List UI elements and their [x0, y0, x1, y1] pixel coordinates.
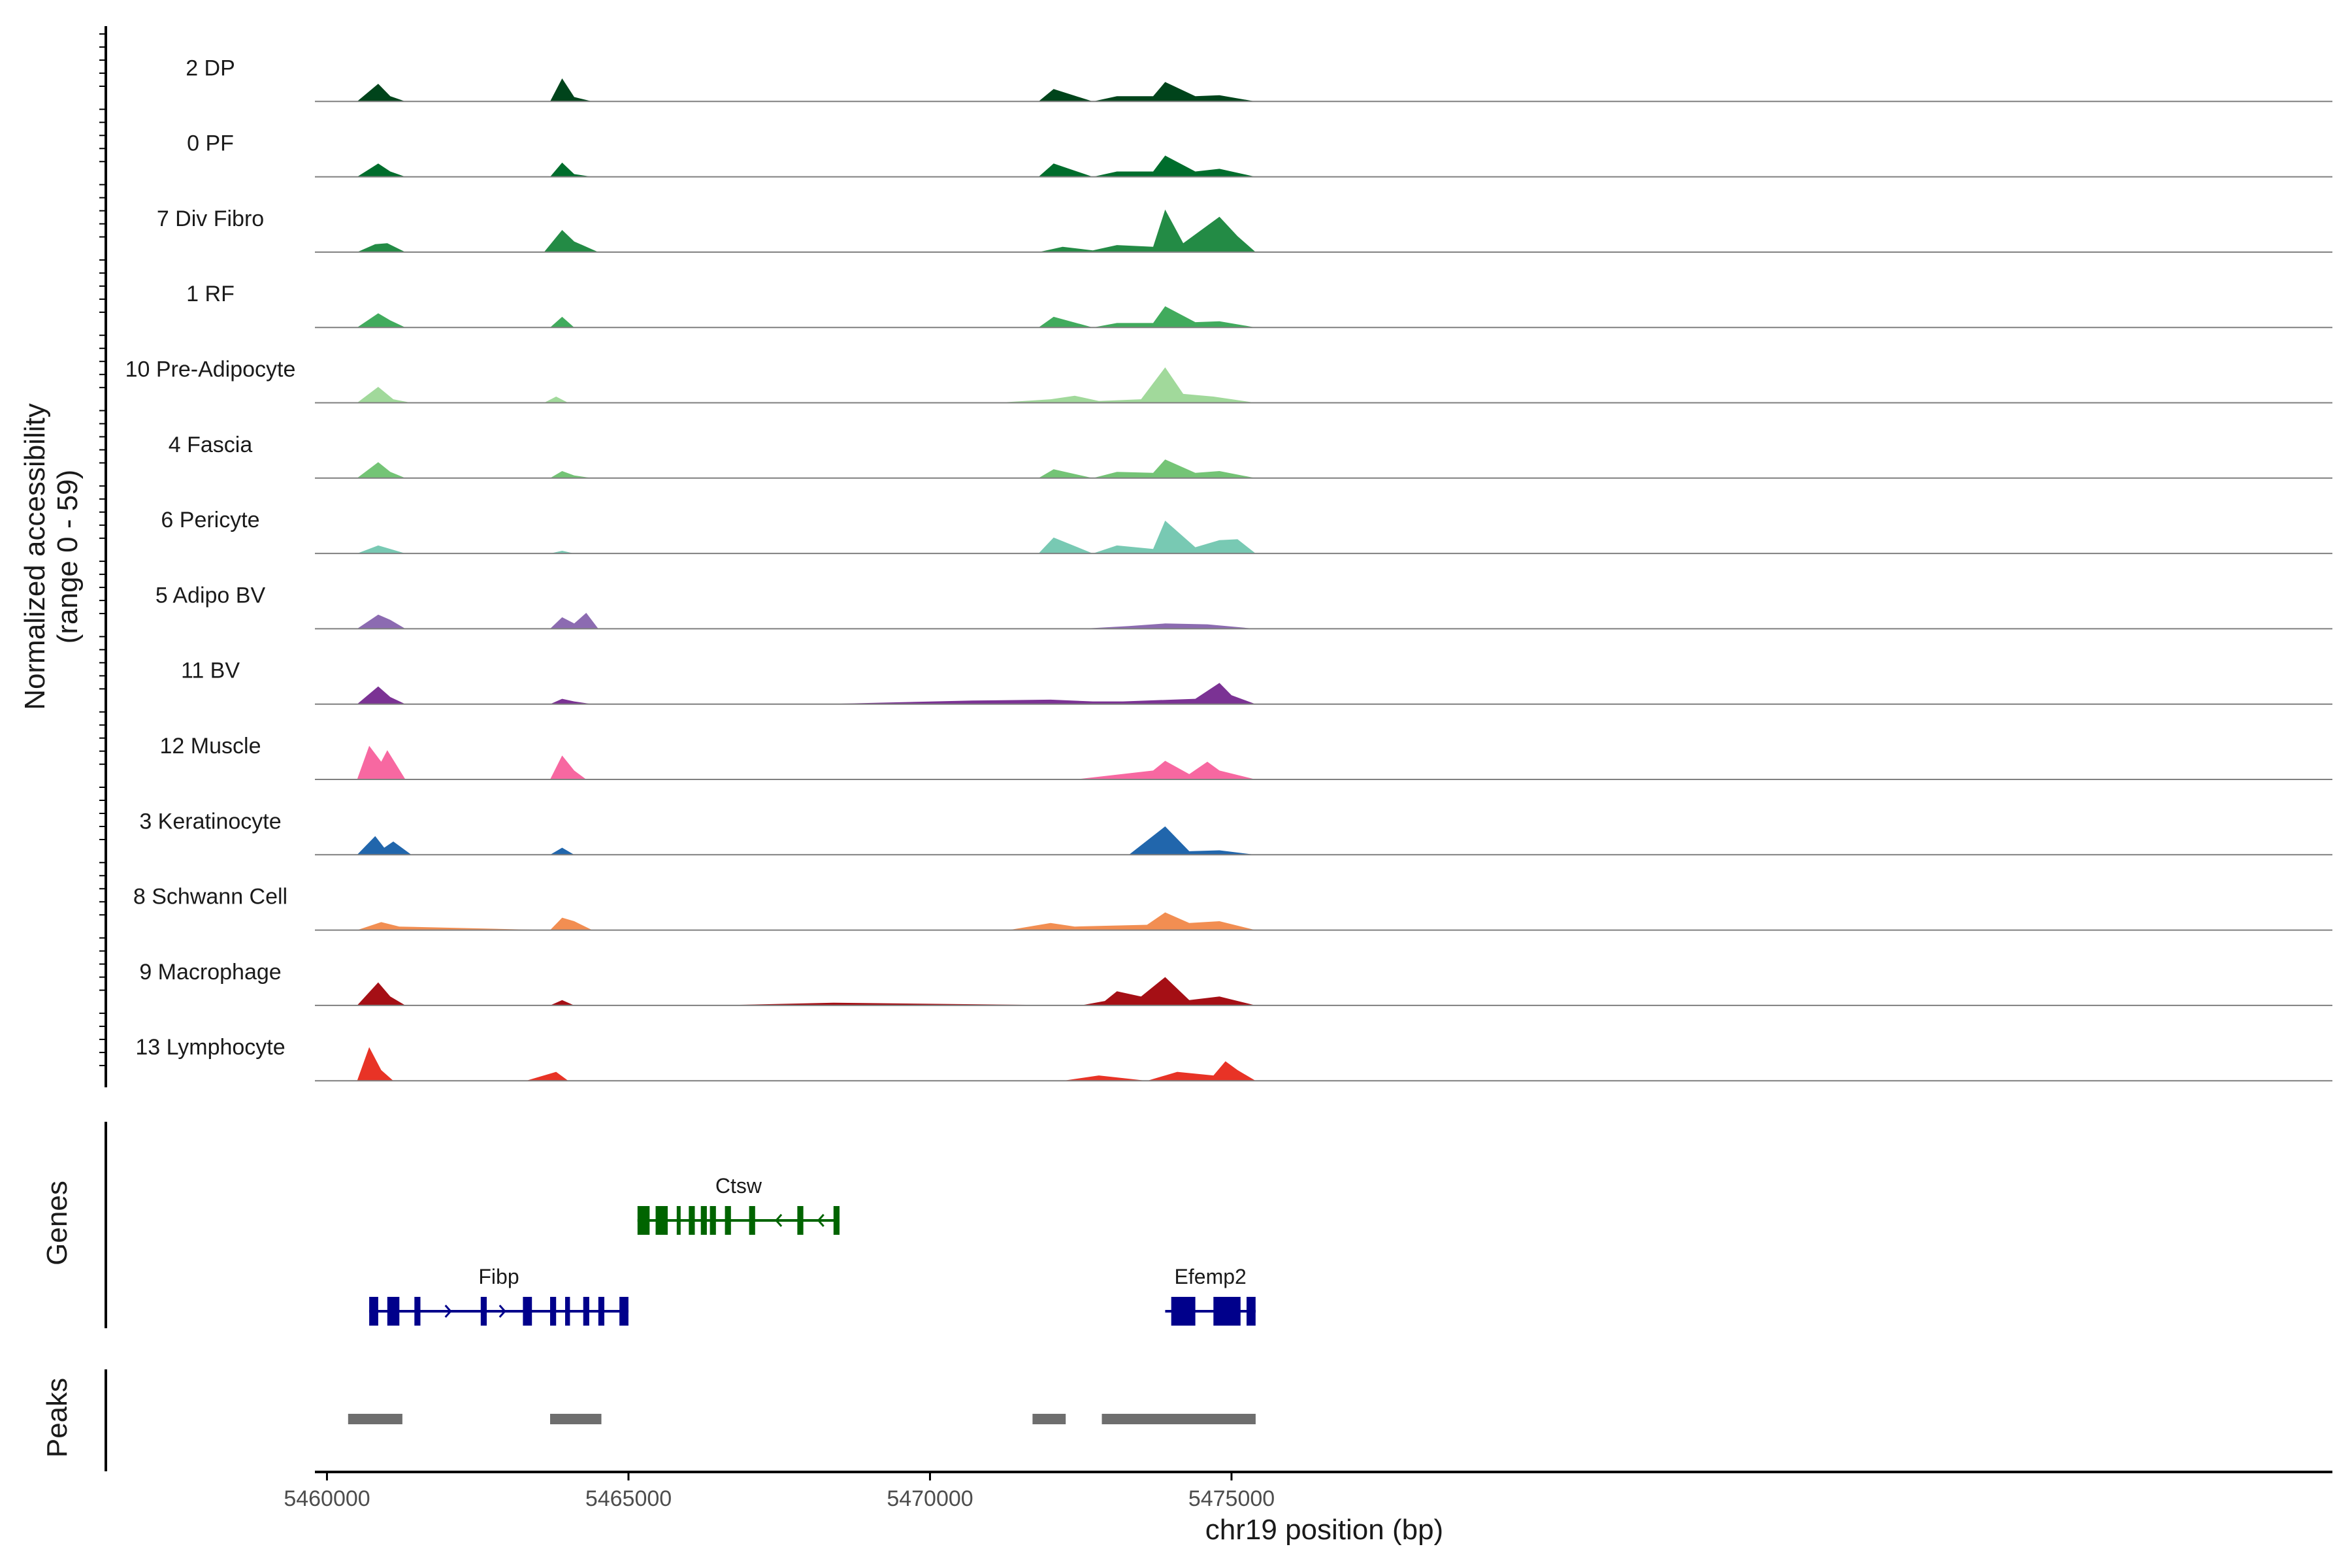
coverage-area [357, 683, 1256, 704]
coverage-area [357, 306, 1256, 328]
coverage-area [357, 745, 1256, 779]
track-label: 5 Adipo BV [155, 583, 266, 608]
track-label: 12 Muscle [160, 734, 261, 759]
y-axis-range: (range 0 - 59) [52, 470, 84, 644]
coverage-area [357, 78, 1256, 102]
gene-exon [689, 1206, 695, 1235]
track-label: 9 Macrophage [139, 960, 281, 985]
gene-exon [387, 1297, 400, 1326]
track-12-muscle: 12 Muscle [160, 734, 2332, 780]
gene-exon [369, 1297, 378, 1326]
y-axis-title: Normalized accessibility [19, 403, 51, 710]
track-label: 1 RF [186, 282, 235, 306]
gene-exon [619, 1297, 629, 1326]
coverage-area [357, 209, 1256, 252]
coverage-area [357, 826, 1256, 855]
x-tick-label: 5465000 [585, 1486, 672, 1511]
peak-region [1032, 1414, 1066, 1424]
gene-exon [710, 1206, 716, 1235]
gene-exon [749, 1206, 755, 1235]
coverage-area [357, 520, 1256, 554]
gene-exon [676, 1206, 681, 1235]
x-axis: 5460000 5465000 5470000 5475000 [284, 1471, 2332, 1511]
peak-region [1102, 1414, 1256, 1424]
coverage-area [357, 912, 1256, 930]
track-label: 2 DP [186, 56, 235, 80]
gene-exon [700, 1206, 707, 1235]
track-label: 4 Fascia [169, 433, 253, 457]
track-label: 10 Pre-Adipocyte [125, 357, 296, 382]
coverage-area [357, 155, 1256, 177]
peaks-track-label: Peaks [41, 1378, 73, 1458]
gene-exon [414, 1297, 421, 1326]
track-label: 6 Pericyte [161, 508, 259, 532]
track-11-bv: 11 BV [181, 659, 2332, 705]
track-3-keratinocyte: 3 Keratinocyte [139, 809, 2332, 856]
gene-exon [583, 1297, 589, 1326]
genes-track-label: Genes [41, 1181, 73, 1266]
track-7-div-fibro: 7 Div Fibro [157, 206, 2332, 253]
track-y-axes [99, 26, 107, 1471]
gene-name-label: Ctsw [715, 1174, 762, 1198]
track-label: 3 Keratinocyte [139, 809, 281, 834]
gene-exon [725, 1206, 731, 1235]
gene-annotation-track: Fibp Ctsw Efemp2 [369, 1174, 1256, 1326]
gene-exon [523, 1297, 532, 1326]
track-label: 7 Div Fibro [157, 206, 264, 231]
gene-exon [550, 1297, 557, 1326]
track-13-lymphocyte: 13 Lymphocyte [135, 1035, 2332, 1082]
x-tick-label: 5475000 [1188, 1486, 1275, 1511]
track-8-schwann-cell: 8 Schwann Cell [133, 885, 2332, 931]
gene-exon [797, 1206, 804, 1235]
gene-fibp: Fibp [369, 1265, 629, 1326]
track-label: 13 Lymphocyte [135, 1035, 285, 1060]
gene-exon [1171, 1297, 1196, 1326]
strand-arrow [775, 1214, 783, 1227]
gene-exon [833, 1206, 840, 1235]
gene-ctsw: Ctsw [637, 1174, 840, 1235]
coverage-area [357, 977, 1256, 1005]
track-10-pre-adipocyte: 10 Pre-Adipocyte [125, 357, 2332, 404]
coverage-tracks: 2 DP 0 PF 7 Div Fibro 1 RF 10 Pre-Adipocyte 4… [125, 56, 2332, 1082]
gene-exon [480, 1297, 487, 1326]
x-tick-label: 5470000 [887, 1486, 973, 1511]
track-label: 8 Schwann Cell [133, 885, 287, 909]
coverage-area [357, 459, 1256, 478]
track-label: 0 PF [187, 131, 234, 156]
track-9-macrophage: 9 Macrophage [139, 960, 2332, 1006]
coverage-area [357, 613, 1256, 629]
track-label: 11 BV [181, 659, 240, 683]
track-2-dp: 2 DP [186, 56, 2332, 103]
gene-exon [637, 1206, 650, 1235]
gene-name-label: Fibp [478, 1265, 519, 1288]
strand-arrow [498, 1305, 506, 1318]
track-4-fascia: 4 Fascia [169, 433, 2332, 479]
coverage-area [357, 1047, 1256, 1081]
track-0-pf: 0 PF [187, 131, 2332, 178]
gene-efemp2: Efemp2 [1165, 1265, 1256, 1326]
gene-exon [1213, 1297, 1241, 1326]
coverage-area [357, 367, 1256, 403]
peak-region [550, 1414, 602, 1424]
x-axis-title: chr19 position (bp) [1205, 1514, 1443, 1546]
gene-exon [565, 1297, 570, 1326]
peak-region [348, 1414, 402, 1424]
gene-name-label: Efemp2 [1175, 1265, 1247, 1288]
track-1-rf: 1 RF [186, 282, 2332, 329]
strand-arrow [444, 1305, 452, 1318]
track-6-pericyte: 6 Pericyte [161, 508, 2332, 555]
gene-exon [598, 1297, 604, 1326]
track-5-adipo-bv: 5 Adipo BV [155, 583, 2332, 630]
gene-exon [655, 1206, 668, 1235]
peaks-track [348, 1414, 1256, 1424]
gene-exon [1247, 1297, 1256, 1326]
x-tick-label: 5460000 [284, 1486, 370, 1511]
strand-arrow [817, 1214, 825, 1227]
